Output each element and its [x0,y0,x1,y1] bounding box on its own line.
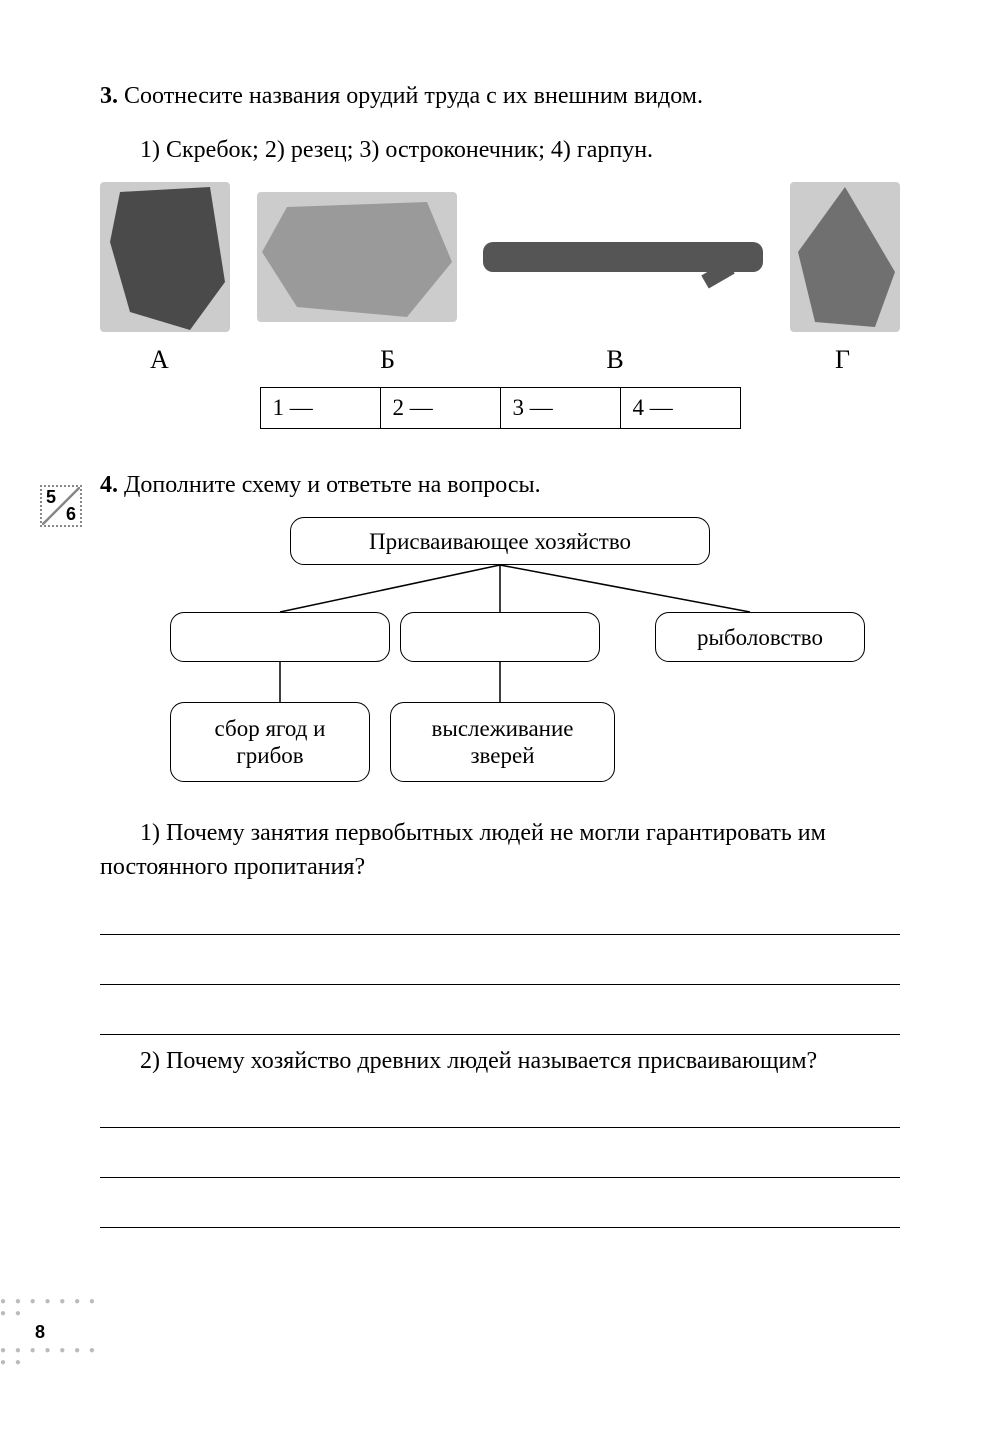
page-number: 8 [0,1320,100,1345]
label-g: Г [835,342,850,378]
task4-number: 4. [100,472,118,498]
margin-marker: 5 6 [40,485,82,527]
dots-decoration: ● ● ● ● ● ● ● ● ● [0,1296,100,1320]
task4-text: Дополните схему и ответьте на вопросы. [124,472,541,498]
tool-image-g [790,182,900,332]
dots-decoration: ● ● ● ● ● ● ● ● ● [0,1345,100,1369]
blank-line[interactable] [100,1190,900,1228]
task3-text: Соотнесите названия орудий труда с их вн… [124,83,703,109]
task3-options: 1) Скребок; 2) резец; 3) остроконечник; … [100,134,900,168]
answer-table: 1 — 2 — 3 — 4 — [260,387,741,429]
label-a: А [150,342,169,378]
task4-prompt: 4. Дополните схему и ответьте на вопросы… [100,469,900,503]
diagram-mid3: рыболовство [655,612,865,662]
diagram-root: Присваивающее хозяйство [290,517,710,565]
economy-diagram: Присваивающее хозяйство рыболовство сбор… [100,517,900,797]
tool-images-row [100,182,900,332]
answer-cell-1[interactable]: 1 — [260,387,380,428]
image-labels: А Б В Г [100,342,900,378]
blank-line[interactable] [100,1090,900,1128]
diagram-mid2[interactable] [400,612,600,662]
label-v: В [606,342,623,378]
diagram-leaf2: выслеживание зверей [390,702,615,782]
blank-line[interactable] [100,997,900,1035]
blank-line[interactable] [100,897,900,935]
blank-line[interactable] [100,1140,900,1178]
diagram-leaf1: сбор ягод и грибов [170,702,370,782]
question-1: 1) Почему занятия первобытных людей не м… [100,817,900,884]
answer-cell-4[interactable]: 4 — [620,387,740,428]
tool-image-b [257,192,457,322]
answer-cell-2[interactable]: 2 — [380,387,500,428]
tool-image-a [100,182,230,332]
marker-top: 5 [46,485,56,510]
tool-image-v [483,242,763,272]
blank-line[interactable] [100,947,900,985]
diagram-mid1[interactable] [170,612,390,662]
page-number-area: ● ● ● ● ● ● ● ● ● 8 ● ● ● ● ● ● ● ● ● [0,1296,100,1369]
answer-cell-3[interactable]: 3 — [500,387,620,428]
task3-prompt: 3. Соотнесите названия орудий труда с их… [100,80,900,114]
question-2: 2) Почему хозяйство древних людей называ… [100,1045,900,1079]
task3-number: 3. [100,83,118,109]
marker-bottom: 6 [66,502,76,527]
label-b: Б [380,342,395,378]
